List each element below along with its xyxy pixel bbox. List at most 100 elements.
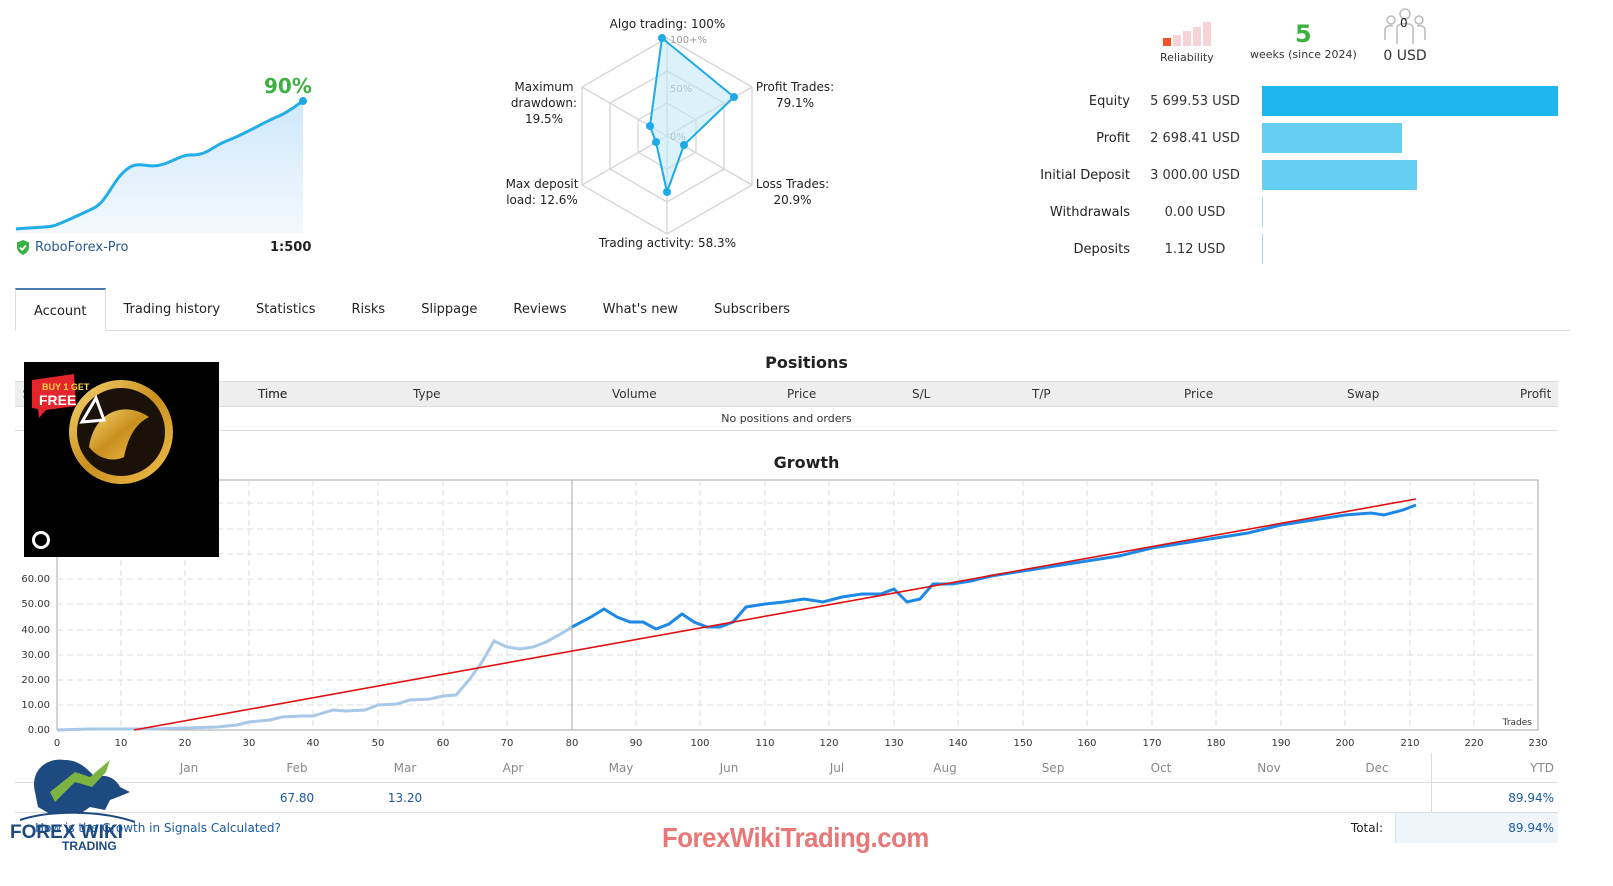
month-nov: Nov [1257, 760, 1281, 775]
month-mar: Mar [393, 760, 417, 775]
svg-text:60.00: 60.00 [21, 574, 50, 585]
tab-subscribers[interactable]: Subscribers [714, 302, 791, 317]
finance-value: 3 000.00 USD [1150, 167, 1240, 183]
reliability-indicator[interactable]: Reliability [1160, 22, 1214, 64]
month-sep: Sep [1041, 760, 1065, 775]
finance-bar [1262, 197, 1263, 227]
growth-chart: 0.00 10.00 20.00 30.00 40.00 50.00 60.00 0 10… [21, 479, 1548, 749]
svg-text:10.00: 10.00 [21, 700, 50, 711]
svg-text:FOREX WIKI: FOREX WIKI [10, 822, 123, 843]
svg-text:BUY 1 GET: BUY 1 GET [42, 382, 90, 392]
watermark-text: ForexWikiTrading.com [662, 822, 929, 853]
svg-text:110: 110 [755, 738, 774, 749]
svg-text:TRADING: TRADING [62, 839, 117, 852]
svg-text:230: 230 [1528, 738, 1547, 749]
finance-bar [1262, 123, 1402, 153]
value-mar: 13.20 [387, 790, 423, 805]
col-price2-header: Price [1184, 387, 1214, 401]
radar-chart: 100+% 50% 0% [581, 34, 753, 235]
ytd-header: YTD [1431, 753, 1558, 782]
tab-trading-history[interactable]: Trading history [123, 302, 221, 317]
svg-text:130: 130 [884, 738, 903, 749]
svg-text:180: 180 [1206, 738, 1225, 749]
svg-text:50: 50 [372, 738, 385, 749]
leverage: 1:500 [270, 240, 312, 255]
reliability-label: Reliability [1160, 51, 1214, 64]
reliability-bars-icon [1160, 22, 1214, 46]
tab-reviews[interactable]: Reviews [513, 302, 567, 317]
finance-label: Deposits [1073, 241, 1130, 257]
svg-text:70: 70 [501, 738, 514, 749]
positions-empty-message: No positions and orders [15, 407, 1558, 431]
month-oct: Oct [1150, 760, 1172, 775]
svg-text:20: 20 [179, 738, 192, 749]
radar-label-algo-trading: Algo trading: 100% [609, 17, 726, 31]
yearly-months-row: Jan Feb Mar Apr May Jun Jul Aug Sep Oct … [15, 753, 1558, 783]
svg-text:20.00: 20.00 [21, 675, 50, 686]
svg-text:150: 150 [1013, 738, 1032, 749]
svg-text:0: 0 [54, 738, 60, 749]
tab-whats-new[interactable]: What's new [602, 302, 679, 317]
col-type-header: Type [413, 387, 441, 401]
tab-risks[interactable]: Risks [351, 302, 386, 317]
col-tp-header: T/P [1032, 387, 1051, 401]
tab-account[interactable]: Account [15, 288, 106, 331]
month-jan: Jan [179, 760, 199, 775]
svg-text:90: 90 [630, 738, 643, 749]
finance-label: Withdrawals [1049, 204, 1130, 220]
month-dec: Dec [1365, 760, 1389, 775]
finance-value: 2 698.41 USD [1150, 130, 1240, 146]
finance-row-withdrawals: Withdrawals 0.00 USD [1020, 197, 1560, 227]
total-label: Total: [1350, 821, 1383, 835]
weeks-indicator: 5 weeks (since 2024) [1250, 20, 1357, 61]
subscribers-indicator[interactable]: 0 0 USD [1380, 8, 1430, 64]
month-jul: Jul [829, 760, 845, 775]
yearly-total-row: How is the Growth in Signals Calculated?… [15, 813, 1558, 843]
svg-text:160: 160 [1077, 738, 1096, 749]
col-swap-header: Swap [1347, 387, 1380, 401]
ytd-value: 89.94% [1431, 783, 1558, 812]
subscribers-funds: 0 USD [1383, 48, 1427, 64]
yearly-values-row: 67.80 13.20 89.94% [15, 783, 1558, 813]
growth-title: Growth [773, 453, 840, 472]
col-profit-header: Profit [1520, 387, 1552, 401]
svg-text:210: 210 [1400, 738, 1419, 749]
svg-text:10: 10 [115, 738, 128, 749]
finance-row-equity: Equity 5 699.53 USD [1020, 86, 1560, 116]
svg-text:100: 100 [690, 738, 709, 749]
growth-percent: 90% [264, 74, 312, 98]
month-jun: Jun [719, 760, 739, 775]
growth-yearly-table: Jan Feb Mar Apr May Jun Jul Aug Sep Oct … [15, 753, 1558, 843]
verified-shield-icon [17, 240, 29, 255]
value-feb: 67.80 [279, 790, 315, 805]
promo-ad-image[interactable]: BUY 1 GET FREE [24, 362, 219, 557]
radar-label-loss-trades: Loss Trades: 20.9% [755, 177, 830, 207]
weeks-label: weeks (since 2024) [1250, 48, 1357, 61]
svg-text:50.00: 50.00 [21, 599, 50, 610]
col-price-header: Price [787, 387, 817, 401]
finance-value: 5 699.53 USD [1150, 93, 1240, 109]
svg-text:190: 190 [1271, 738, 1290, 749]
month-may: May [608, 760, 634, 775]
svg-text:100+%: 100+% [670, 35, 707, 46]
col-sl-header: S/L [912, 387, 931, 401]
weeks-value: 5 [1295, 20, 1312, 48]
svg-text:220: 220 [1464, 738, 1483, 749]
tab-slippage[interactable]: Slippage [421, 302, 478, 317]
svg-text:200: 200 [1335, 738, 1354, 749]
finance-bar [1262, 160, 1417, 190]
month-apr: Apr [502, 760, 524, 775]
svg-text:30: 30 [243, 738, 256, 749]
finance-value: 0.00 USD [1164, 204, 1226, 220]
tab-statistics[interactable]: Statistics [256, 302, 316, 317]
positions-title: Positions [765, 353, 848, 372]
growth-faq-link[interactable]: How is the Growth in Signals Calculated? [35, 821, 281, 835]
radar-label-max-deposit-load: Max deposit load: 12.6% [505, 177, 579, 207]
broker-link[interactable]: RoboForex-Pro [16, 240, 128, 255]
col-volume-header: Volume [612, 387, 657, 401]
positions-table: Symbol Time No positions and orders [15, 381, 1558, 431]
svg-text:120: 120 [819, 738, 838, 749]
broker-name: RoboForex-Pro [35, 240, 129, 255]
subscribers-count: 0 [1400, 16, 1408, 30]
gold-emblem-logo-icon: BUY 1 GET FREE [32, 374, 173, 549]
